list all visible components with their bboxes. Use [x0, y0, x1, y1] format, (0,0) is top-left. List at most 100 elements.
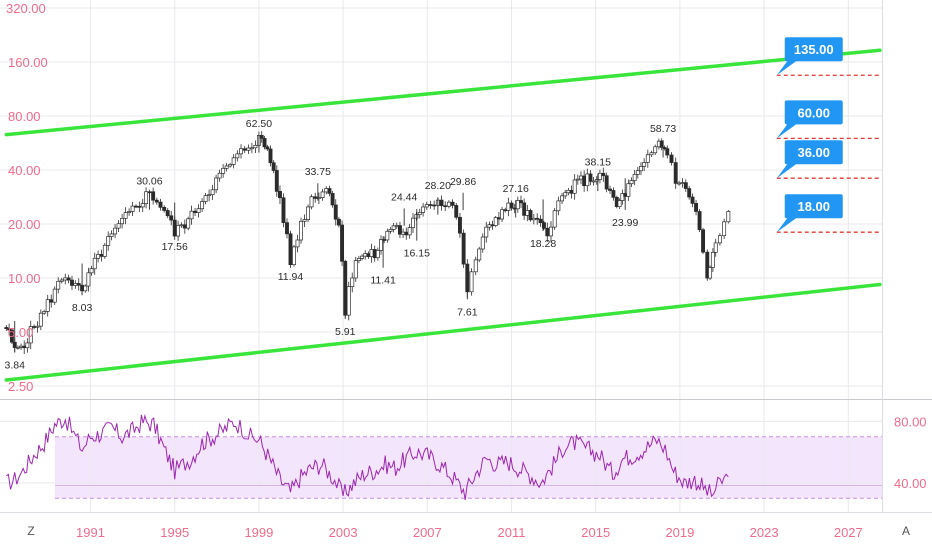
- candle-body: [597, 172, 602, 180]
- targets-layer: 135.00 60.00 36.00 18.00: [776, 37, 880, 233]
- candle-body: [242, 148, 247, 151]
- candle-body: [207, 194, 212, 197]
- target-label-box[interactable]: [784, 194, 843, 219]
- candle-body: [366, 253, 371, 257]
- candle-body: [528, 210, 533, 221]
- candle-body: [563, 192, 568, 197]
- candle-body: [196, 208, 201, 213]
- price-tick-label: 5.00: [8, 325, 33, 340]
- candle-body: [653, 146, 658, 154]
- time-tick-label: 2003: [329, 525, 358, 540]
- candle-body: [189, 210, 194, 220]
- target-label: 135.00: [794, 42, 834, 57]
- log-scale-toggle[interactable]: Z: [27, 524, 34, 538]
- target-label-box[interactable]: [784, 100, 843, 125]
- time-axis[interactable]: 1991 1995 1999 2003 2007 2011 2015 2019 2023 2027: [76, 525, 863, 540]
- price-annotation: 11.94: [278, 271, 304, 283]
- candle-body: [490, 224, 495, 227]
- candle-body: [313, 196, 318, 199]
- price-annotation: 30.06: [136, 175, 162, 187]
- time-tick-label: 2019: [665, 525, 694, 540]
- rsi-tick-label: 40.00: [894, 476, 927, 491]
- candle-body: [7, 328, 12, 331]
- time-tick-label: 2015: [581, 525, 610, 540]
- target-label-box[interactable]: [784, 37, 843, 62]
- candle-body: [708, 267, 713, 279]
- time-tick-label: 2011: [498, 525, 526, 540]
- candle-body: [604, 175, 609, 190]
- candle-body: [130, 205, 135, 212]
- candle-body: [411, 217, 415, 228]
- candle-body: [645, 154, 650, 163]
- time-tick-label: 2027: [834, 525, 863, 540]
- candle-body: [70, 279, 74, 286]
- price-axis[interactable]: 320.00 160.00 80.00 40.00 20.00 10.00 5.00 2.50: [6, 1, 48, 394]
- price-tick-label: 2.50: [8, 379, 33, 394]
- candle-body: [379, 239, 383, 251]
- price-annotation: 3.84: [5, 360, 26, 372]
- time-tick-label: 1999: [244, 525, 273, 540]
- price-tick-label: 40.00: [8, 163, 41, 178]
- price-tick-label: 20.00: [8, 217, 41, 232]
- candle-body: [487, 224, 492, 228]
- rsi-line: [6, 413, 729, 500]
- price-annotation: 24.44: [391, 191, 417, 203]
- candle-body: [608, 188, 612, 191]
- target-callout-pointer: [776, 122, 799, 139]
- candle-body: [76, 283, 81, 286]
- candle-body: [629, 180, 634, 185]
- candle-body: [123, 212, 128, 219]
- candle-body: [549, 226, 553, 237]
- candle-body: [246, 147, 251, 151]
- candle-body: [493, 217, 498, 226]
- candle-body: [398, 225, 402, 235]
- price-tick-label: 160.00: [8, 55, 48, 70]
- candle-body: [231, 157, 236, 165]
- price-annotations: 3.84 8.03 30.06 17.56 62.50 11.94 33.75 5.91 11.…: [5, 118, 677, 371]
- candle-body: [480, 236, 485, 250]
- candle-body: [127, 211, 132, 213]
- candle-body: [424, 204, 429, 208]
- main-grid: [0, 0, 882, 399]
- candle-body: [722, 221, 727, 237]
- candle-body: [176, 225, 181, 237]
- candle-body: [585, 173, 590, 187]
- candle-body: [106, 236, 111, 246]
- candle-body: [473, 259, 478, 273]
- candle-body: [665, 148, 670, 156]
- candle-body: [484, 226, 489, 238]
- channel-upper-line[interactable]: [4, 48, 882, 137]
- auto-scale-toggle[interactable]: A: [902, 524, 910, 538]
- target-label-box[interactable]: [784, 140, 843, 165]
- price-annotation: 28.20: [425, 180, 451, 192]
- time-tick-label: 2007: [413, 525, 442, 540]
- candle-body: [203, 195, 208, 202]
- candle-body: [336, 218, 341, 226]
- candle-body: [620, 193, 625, 201]
- candle-body: [545, 227, 550, 237]
- price-annotation: 38.15: [585, 157, 611, 169]
- candle-body: [515, 200, 520, 210]
- candle-body: [217, 172, 222, 179]
- candle-body: [299, 220, 303, 241]
- candle-body: [356, 258, 361, 262]
- candle-body: [59, 279, 64, 282]
- rsi-axis[interactable]: 80.00 40.00: [894, 414, 927, 491]
- candle-body: [350, 277, 355, 287]
- candle-body: [102, 244, 107, 257]
- price-tick-label: 10.00: [8, 271, 41, 286]
- candle-body: [134, 205, 138, 208]
- candle-body: [116, 223, 121, 229]
- candle-body: [591, 180, 596, 183]
- candle-body: [259, 135, 264, 139]
- rsi-band-bounds: [55, 436, 882, 499]
- rsi-tick-label: 80.00: [894, 414, 927, 429]
- candle-body: [210, 189, 215, 196]
- candle-body: [274, 170, 279, 192]
- candle-body: [45, 299, 50, 312]
- candle-body: [649, 152, 654, 156]
- candle-body: [541, 222, 546, 229]
- channel-lower-line[interactable]: [4, 282, 882, 382]
- price-tick-label: 320.00: [6, 1, 46, 16]
- candle-body: [432, 204, 437, 207]
